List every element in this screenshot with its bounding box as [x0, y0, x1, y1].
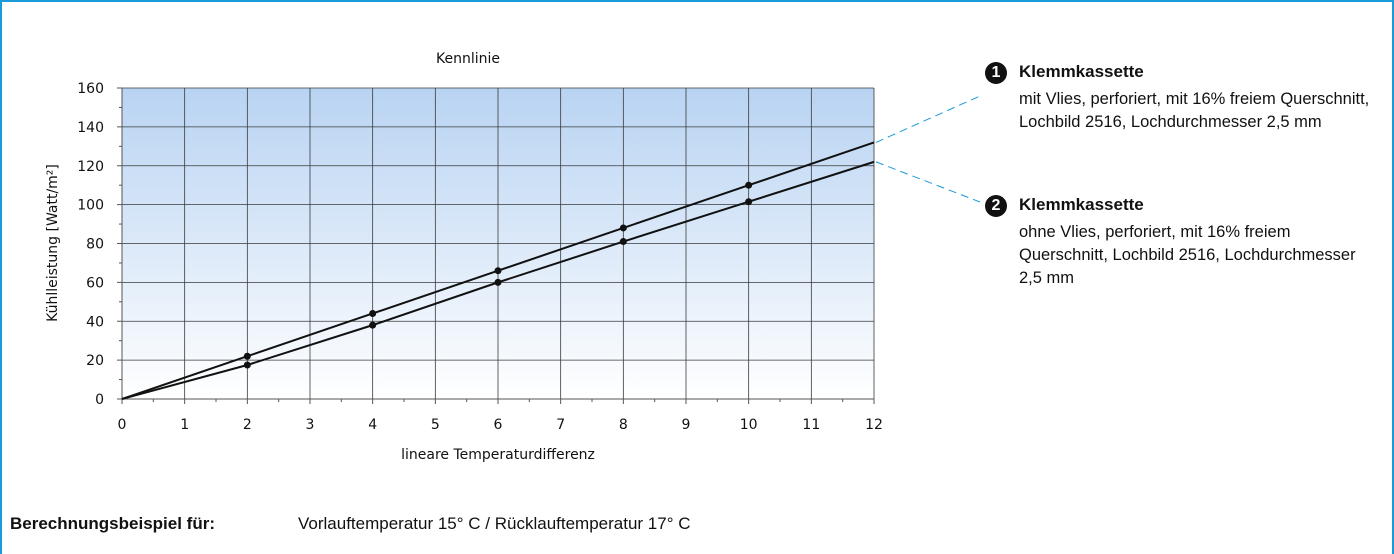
y-tick-label: 80: [86, 237, 104, 253]
series-group: [121, 141, 875, 400]
data-point-series-1: [243, 352, 251, 360]
data-point-series-1: [745, 181, 753, 189]
grid: [122, 87, 875, 399]
x-tick-label: 7: [556, 417, 565, 433]
x-tick-label: 8: [619, 417, 628, 433]
x-tick-labels: 0 1 2 3 4 5 6 7 8 9 10 11 12: [118, 417, 883, 433]
chart-title: Kennlinie: [436, 51, 500, 67]
x-tick-label: 10: [740, 417, 758, 433]
legend-connectors: [875, 95, 981, 203]
x-tick-label: 6: [494, 417, 503, 433]
connector-line-2: [875, 161, 981, 203]
y-tick-label: 160: [77, 81, 104, 97]
y-tick-label: 140: [77, 120, 104, 136]
connector-line-1: [875, 95, 981, 143]
footer-text: Vorlauftemperatur 15° C / Rücklauftemper…: [298, 514, 691, 533]
x-tick-label: 1: [180, 417, 189, 433]
legend-number-2: 2: [985, 195, 1007, 217]
axes: [117, 87, 875, 404]
x-tick-label: 9: [682, 417, 691, 433]
data-point-series-2: [494, 278, 502, 286]
y-tick-label: 0: [95, 392, 104, 408]
x-tick-label: 11: [802, 417, 820, 433]
x-axis-label: lineare Temperaturdifferenz: [401, 447, 595, 463]
legend-desc-2: ohne Vlies, perforiert, mit 16% freiem Q…: [1019, 223, 1356, 287]
y-tick-labels: 0 20 40 60 80 100 120 140 160: [77, 81, 104, 408]
x-tick-label: 2: [243, 417, 252, 433]
legend-title-2: Klemmkassette: [1019, 195, 1144, 214]
data-point-series-2: [619, 238, 627, 246]
x-tick-label: 12: [865, 417, 883, 433]
legend-number-1: 1: [985, 62, 1007, 84]
y-tick-label: 120: [77, 159, 104, 175]
y-axis-label: Kühlleistung [Watt/m²]: [45, 164, 61, 322]
legend-desc-1: mit Vlies, perforiert, mit 16% freiem Qu…: [1019, 90, 1370, 131]
y-tick-label: 40: [86, 314, 104, 330]
data-point-series-1: [369, 309, 377, 317]
x-tick-label: 5: [431, 417, 440, 433]
footer-label: Berechnungsbeispiel für:: [10, 514, 215, 533]
data-point-series-2: [369, 321, 377, 329]
x-tick-label: 4: [368, 417, 377, 433]
y-tick-label: 20: [86, 353, 104, 369]
data-point-series-2: [745, 198, 753, 206]
data-point-series-1: [494, 267, 502, 275]
legend-title-1: Klemmkassette: [1019, 62, 1144, 81]
data-point-series-1: [619, 224, 627, 232]
y-tick-label: 100: [77, 198, 104, 214]
x-tick-label: 3: [306, 417, 315, 433]
y-tick-label: 60: [86, 275, 104, 291]
x-tick-label: 0: [118, 417, 127, 433]
data-point-series-2: [243, 361, 251, 369]
